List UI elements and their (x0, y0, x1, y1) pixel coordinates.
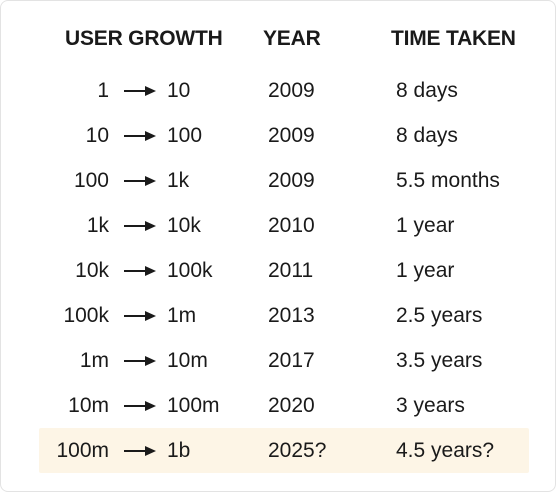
table-row: 10m 100m 2020 3 years (1, 383, 555, 428)
growth-to: 10m (167, 349, 208, 372)
growth-to: 10 (167, 79, 191, 102)
time-taken-cell: 3 years (396, 394, 465, 417)
year-cell: 2009 (268, 79, 315, 102)
right-arrow-icon (123, 124, 157, 148)
year-cell: 2009 (268, 124, 315, 147)
year-cell: 2020 (268, 394, 315, 417)
time-taken-cell: 3.5 years (396, 349, 483, 372)
right-arrow-icon (123, 439, 157, 463)
time-taken-cell: 1 year (396, 214, 455, 237)
growth-to: 1b (167, 439, 191, 462)
table-row: 100k 1m 2013 2.5 years (1, 293, 555, 338)
growth-from: 1m (79, 349, 109, 372)
growth-from: 100k (63, 304, 109, 327)
table-row: 1 10 2009 8 days (1, 68, 555, 113)
year-cell: 2010 (268, 214, 315, 237)
time-taken-cell: 5.5 months (396, 169, 500, 192)
growth-to: 100m (167, 394, 220, 417)
column-header-time-taken: TIME TAKEN (391, 27, 516, 50)
growth-from: 100 (73, 169, 109, 192)
growth-from: 100m (56, 439, 109, 462)
growth-to: 1k (167, 169, 190, 192)
time-taken-cell: 8 days (396, 124, 458, 147)
time-taken-cell: 8 days (396, 79, 458, 102)
right-arrow-icon (123, 214, 157, 238)
growth-from: 10k (75, 259, 109, 282)
growth-from: 10 (85, 124, 109, 147)
table-row: 10k 100k 2011 1 year (1, 248, 555, 293)
growth-to: 1m (167, 304, 197, 327)
table-header: USER GROWTH YEAR TIME TAKEN (1, 27, 555, 55)
right-arrow-icon (123, 259, 157, 283)
time-taken-cell: 4.5 years? (396, 439, 495, 462)
column-header-year: YEAR (263, 27, 321, 50)
growth-to: 100k (167, 259, 213, 282)
time-taken-cell: 1 year (396, 259, 455, 282)
column-header-user-growth: USER GROWTH (65, 27, 223, 50)
table-row-highlighted: 100m 1b 2025? 4.5 years? (39, 428, 529, 473)
growth-to: 10k (167, 214, 201, 237)
right-arrow-icon (123, 304, 157, 328)
table-row: 1k 10k 2010 1 year (1, 203, 555, 248)
growth-from: 1k (86, 214, 109, 237)
table-row: 10 100 2009 8 days (1, 113, 555, 158)
table-body: 1 10 2009 8 days 10 100 2009 8 days 100 … (1, 68, 555, 473)
year-cell: 2025? (268, 439, 327, 462)
year-cell: 2011 (268, 259, 314, 282)
year-cell: 2013 (268, 304, 315, 327)
growth-from: 10m (68, 394, 109, 417)
year-cell: 2009 (268, 169, 315, 192)
growth-to: 100 (167, 124, 203, 147)
right-arrow-icon (123, 169, 157, 193)
right-arrow-icon (123, 349, 157, 373)
right-arrow-icon (123, 79, 157, 103)
year-cell: 2017 (268, 349, 315, 372)
table-row: 1m 10m 2017 3.5 years (1, 338, 555, 383)
time-taken-cell: 2.5 years (396, 304, 483, 327)
right-arrow-icon (123, 394, 157, 418)
growth-from: 1 (97, 79, 109, 102)
table-row: 100 1k 2009 5.5 months (1, 158, 555, 203)
